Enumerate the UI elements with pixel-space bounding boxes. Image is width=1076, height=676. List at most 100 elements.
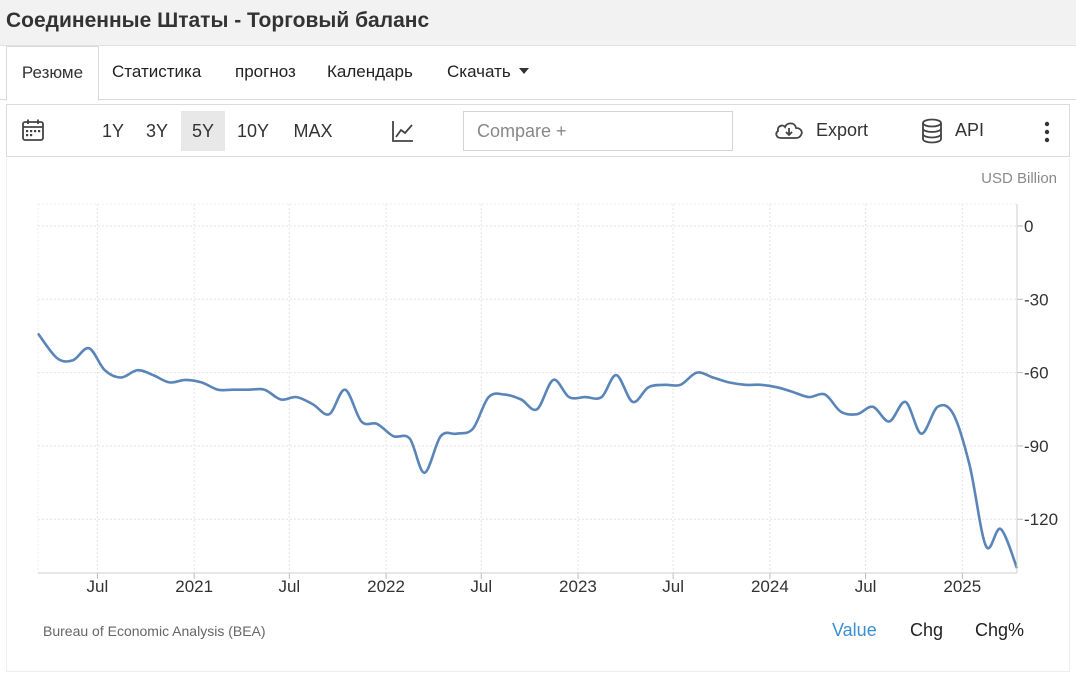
calendar-icon[interactable]	[21, 118, 45, 142]
data-point	[183, 378, 187, 382]
tab-calendar[interactable]: Календарь	[327, 62, 413, 81]
data-point	[503, 393, 507, 397]
data-point	[984, 544, 988, 548]
data-point	[807, 395, 811, 399]
data-point	[646, 385, 650, 389]
range-5y-button[interactable]: 5Y	[181, 111, 225, 151]
data-point	[663, 383, 667, 387]
x-tick-label: 2024	[751, 577, 789, 596]
trade-balance-chart: 0 -30 -60 -90 -120 Jul 2021 Jul 2022 Jul 2023 Jul 20…	[36, 203, 1058, 596]
x-tick-label: 2025	[943, 577, 981, 596]
x-tick-label: 2021	[175, 577, 213, 596]
tab-bar: Резюме Статистика прогноз Календарь Скач…	[0, 46, 1076, 101]
y-tick-label: -60	[1024, 364, 1049, 383]
data-point	[823, 393, 827, 397]
data-point	[408, 437, 412, 441]
tab-statistics[interactable]: Статистика	[112, 62, 202, 81]
data-point	[439, 434, 443, 438]
data-point	[614, 373, 618, 377]
cloud-download-icon	[775, 122, 803, 139]
data-point	[375, 422, 379, 426]
data-point	[551, 378, 555, 382]
y-tick-label: -30	[1024, 290, 1049, 309]
tab-forecast[interactable]: прогноз	[235, 62, 296, 81]
chart-panel: USD Billion 0 -30 -60 -90 -120 Jul 2021 Jul 2022…	[6, 158, 1070, 672]
data-point	[871, 405, 875, 409]
tab-summary[interactable]: Резюме	[6, 46, 99, 101]
data-point	[904, 400, 908, 404]
data-point	[887, 420, 891, 424]
y-tick-label: -120	[1024, 510, 1058, 529]
data-point	[200, 380, 204, 384]
data-point	[583, 395, 587, 399]
data-point	[855, 412, 859, 416]
x-tick-label: Jul	[278, 577, 300, 596]
data-point	[711, 376, 715, 380]
line-chart-icon[interactable]	[391, 119, 415, 143]
data-point	[455, 432, 459, 436]
data-point	[936, 405, 940, 409]
export-label: Export	[816, 120, 869, 140]
data-point	[919, 432, 923, 436]
y-tick-label: 0	[1024, 217, 1033, 236]
data-point	[775, 385, 779, 389]
data-point	[600, 395, 604, 399]
unit-label: USD Billion	[981, 170, 1057, 187]
tab-download-label: Скачать	[447, 62, 511, 81]
data-point	[792, 390, 796, 394]
data-point	[519, 398, 523, 402]
caret-down-icon	[518, 68, 529, 74]
data-point	[151, 373, 155, 377]
mode-value-button[interactable]: Value	[832, 620, 877, 640]
x-tick-label: Jul	[87, 577, 109, 596]
x-tick-label: 2023	[559, 577, 597, 596]
api-label: API	[955, 120, 985, 140]
mode-chg-pct-button[interactable]: Chg%	[975, 620, 1025, 640]
mode-chg-button[interactable]: Chg	[910, 620, 944, 640]
tab-download[interactable]: Скачать	[447, 46, 529, 100]
more-vertical-icon[interactable]	[1043, 121, 1051, 143]
data-point	[216, 388, 220, 392]
data-point	[119, 376, 123, 380]
data-point	[87, 346, 91, 350]
data-point	[759, 383, 763, 387]
x-tick-label: 2022	[367, 577, 405, 596]
data-point	[327, 412, 331, 416]
range-3y-button[interactable]: 3Y	[145, 121, 169, 141]
range-1y-button[interactable]: 1Y	[101, 121, 125, 141]
data-point	[263, 388, 267, 392]
data-point	[968, 464, 972, 468]
data-point	[167, 380, 171, 384]
data-point	[231, 388, 235, 392]
data-point	[55, 356, 59, 360]
data-point	[951, 412, 955, 416]
page-title: Соединенные Штаты - Торговый баланс	[6, 9, 430, 32]
chart-toolbar: 1Y 3Y 5Y 10Y MAX Export API	[6, 104, 1070, 157]
data-point	[727, 380, 731, 384]
y-tick-label: -90	[1024, 437, 1049, 456]
grid-layer	[37, 203, 1017, 573]
data-point	[631, 400, 635, 404]
data-point	[311, 402, 315, 406]
x-tick-label: Jul	[662, 577, 684, 596]
range-10y-button[interactable]: 10Y	[236, 121, 270, 141]
data-point	[535, 407, 539, 411]
data-point	[695, 371, 699, 375]
series-layer	[36, 332, 1019, 569]
data-point	[743, 383, 747, 387]
data-point	[839, 410, 843, 414]
data-point	[391, 434, 395, 438]
data-point	[999, 527, 1003, 531]
data-point	[422, 471, 426, 475]
compare-input[interactable]	[463, 111, 733, 151]
title-bar: Соединенные Штаты - Торговый баланс	[0, 0, 1076, 46]
x-tick-label: Jul	[470, 577, 492, 596]
x-tick-label: Jul	[855, 577, 877, 596]
range-max-button[interactable]: MAX	[293, 121, 333, 141]
data-point	[359, 420, 363, 424]
data-point	[295, 395, 299, 399]
data-point	[103, 368, 107, 372]
data-point	[679, 383, 683, 387]
database-icon	[922, 118, 942, 144]
data-point	[487, 395, 491, 399]
